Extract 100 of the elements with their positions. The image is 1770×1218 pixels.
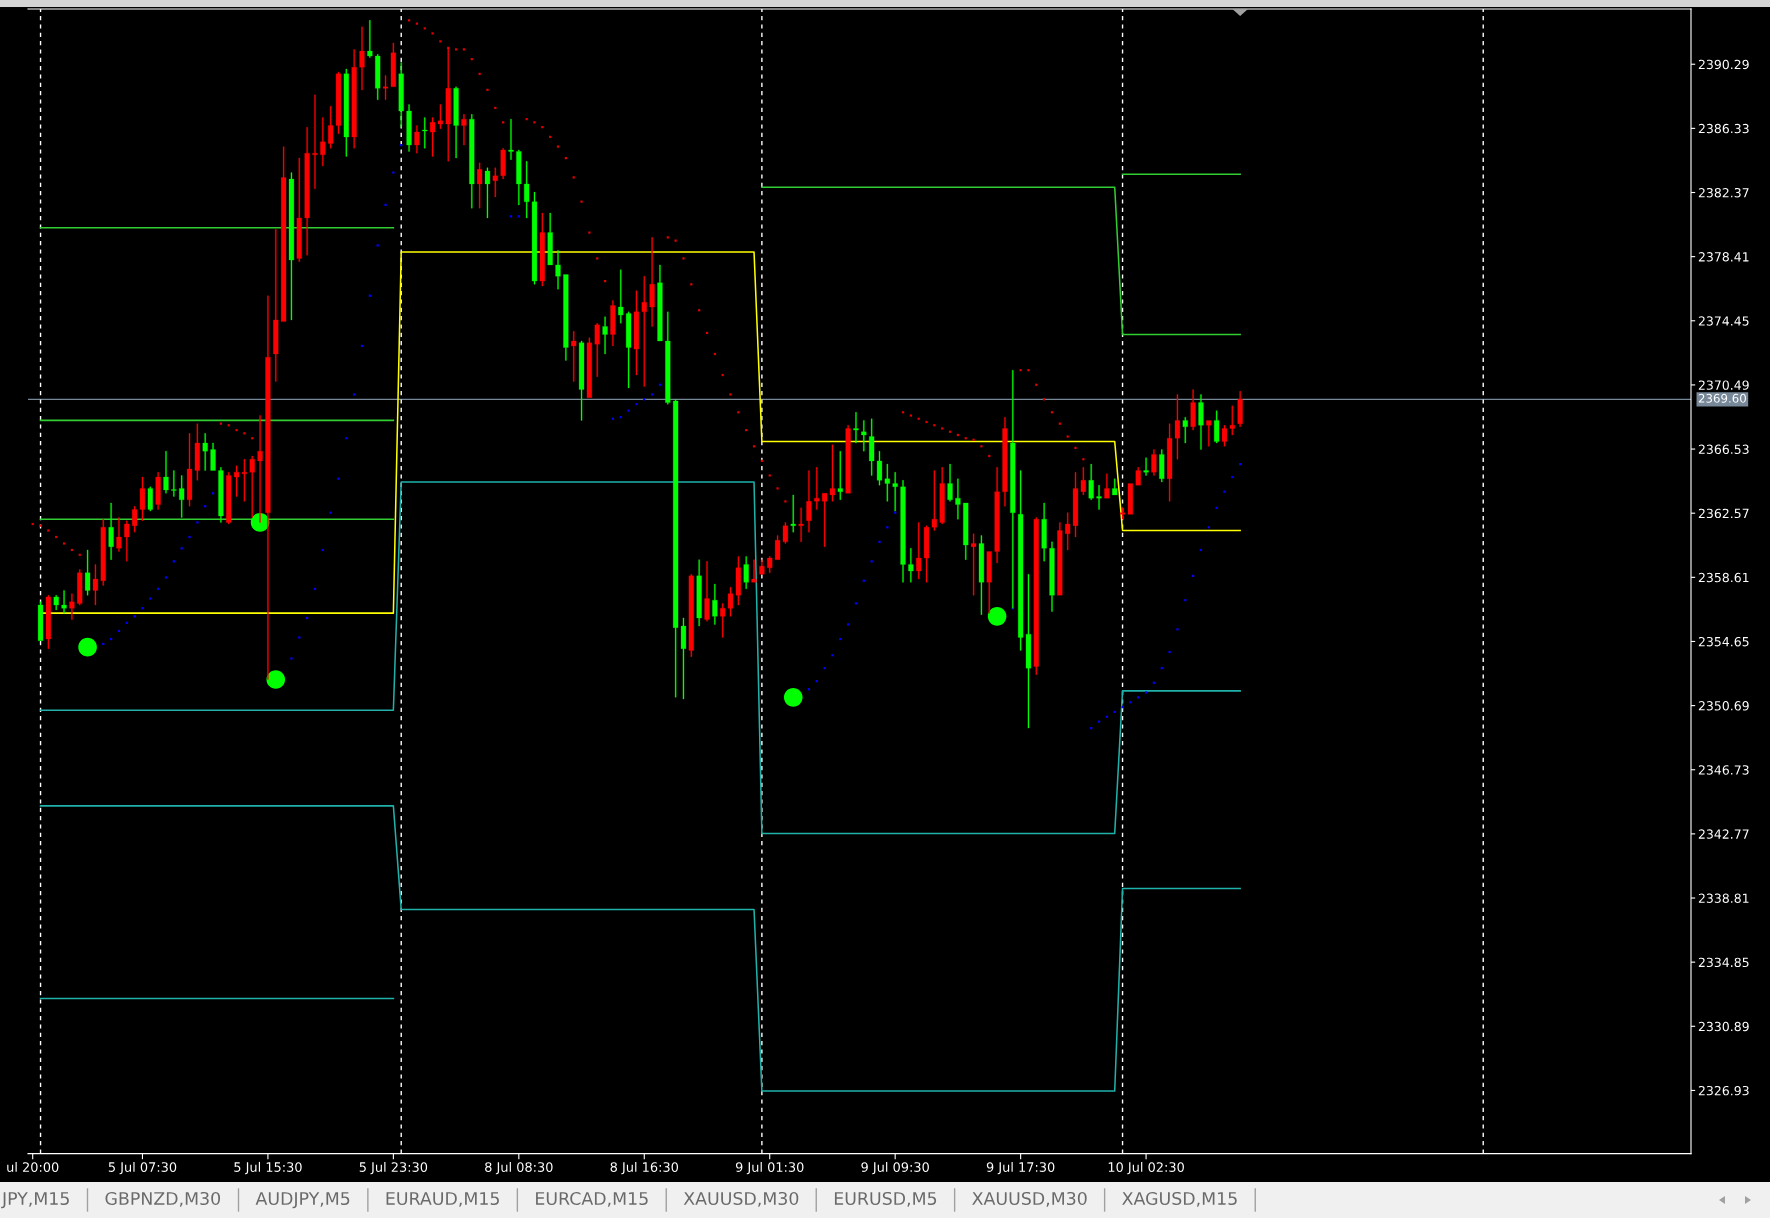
candlestick [477, 162, 483, 209]
candlestick [649, 237, 655, 327]
candlestick [69, 593, 75, 620]
text: EURUSD,M5 [834, 1191, 937, 1207]
candlestick [963, 502, 969, 560]
candlestick [281, 146, 287, 322]
candlestick [375, 54, 381, 100]
candlestick [124, 520, 130, 562]
candlestick [171, 470, 177, 497]
candlestick [422, 117, 428, 149]
y-tick-label: 2366.53 [1698, 444, 1749, 454]
point [266, 670, 286, 689]
candlestick [955, 478, 961, 520]
line-series [39, 805, 1241, 1092]
x-tick-label: 9 Jul 17:30 [986, 1161, 1055, 1175]
candlestick [555, 250, 561, 290]
candlestick [61, 590, 67, 614]
y-tick-label: 2382.37 [1698, 187, 1749, 198]
y-tick-label: 2358.61 [1698, 572, 1749, 583]
candlestick [712, 583, 718, 625]
candlestick [704, 561, 710, 622]
candlestick [37, 601, 44, 641]
y-tick-label: 2346.73 [1698, 765, 1749, 775]
candlestick [500, 148, 506, 180]
candlestick [288, 172, 295, 321]
candlestick [814, 467, 820, 510]
x-tick-label: 5 Jul 15:30 [234, 1161, 302, 1175]
candlestick [1214, 410, 1220, 444]
y-tick-label: 2326.93 [1698, 1085, 1749, 1096]
point [783, 688, 803, 707]
candlestick [304, 127, 310, 256]
x-tick-label: ul 20:00 [7, 1161, 59, 1172]
candlestick [994, 467, 1000, 564]
y-tick-label: 2342.77 [1698, 829, 1749, 839]
candlestick [986, 551, 992, 614]
x-tick-label: 9 Jul 01:30 [735, 1161, 804, 1175]
candlestick [633, 290, 639, 376]
candlestick [665, 311, 671, 405]
candlestick [367, 20, 373, 58]
candlestick [1190, 389, 1196, 431]
x-tick-label: 8 Jul 08:30 [485, 1161, 553, 1175]
candlestick [359, 26, 365, 91]
candlestick [845, 425, 851, 494]
candlestick [179, 475, 185, 518]
candlestick [312, 94, 318, 189]
candlestick [296, 157, 302, 262]
candlestick [85, 549, 91, 596]
line-series [39, 481, 1241, 835]
candlestick [602, 316, 608, 355]
candlestick [1002, 417, 1008, 507]
candlestick [759, 559, 765, 575]
candlestick [508, 119, 514, 160]
candlestick [539, 212, 545, 287]
candlestick [1049, 541, 1055, 612]
candlestick [116, 517, 122, 552]
candlestick [249, 455, 255, 518]
candlestick [1096, 485, 1102, 510]
candlestick [688, 574, 694, 657]
candlestick [939, 467, 945, 525]
text: EURAUD,M15 [386, 1192, 499, 1207]
candlestick [861, 420, 867, 452]
x-tick-label: 8 Jul 16:30 [610, 1161, 679, 1175]
candlestick [751, 559, 757, 583]
text: JPY,M15 [1, 1192, 69, 1209]
candlestick [626, 311, 632, 389]
y-tick-label: 2350.69 [1698, 701, 1749, 711]
candlestick [563, 274, 569, 361]
candlestick [900, 480, 906, 583]
x-tick-label: 9 Jul 09:30 [861, 1161, 929, 1175]
y-tick-label: 2374.45 [1698, 316, 1749, 326]
candlestick [273, 229, 279, 382]
y-tick-label: 2330.89 [1698, 1021, 1749, 1032]
x-tick-label: 5 Jul 07:30 [108, 1161, 177, 1175]
candlestick [571, 331, 577, 382]
candlestick [696, 559, 702, 627]
text: XAGUSD,M15 [1122, 1191, 1237, 1207]
candlestick [586, 337, 592, 398]
y-tick-label: 2390.29 [1698, 59, 1749, 70]
candlestick [163, 451, 169, 494]
candlestick [77, 569, 83, 606]
candlestick [837, 451, 843, 500]
candlestick [453, 86, 459, 159]
candlestick [265, 295, 271, 680]
candlestick [978, 535, 984, 615]
candlestick [108, 502, 114, 560]
candlestick [1057, 522, 1063, 596]
candlestick [1198, 394, 1204, 450]
candlestick [1104, 473, 1110, 499]
candlestick [461, 114, 467, 146]
candlestick [202, 433, 208, 471]
candlestick [257, 415, 263, 523]
x-tick-label: 10 Jul 02:30 [1108, 1161, 1184, 1175]
y-tick-label: 2362.57 [1698, 508, 1749, 519]
candlestick [971, 533, 977, 596]
candlestick [618, 269, 624, 324]
candlestick [547, 212, 553, 266]
candlestick [1159, 449, 1165, 483]
candlestick [1112, 478, 1118, 496]
candlestick [594, 323, 600, 377]
y-tick-label: 2334.85 [1698, 957, 1749, 968]
